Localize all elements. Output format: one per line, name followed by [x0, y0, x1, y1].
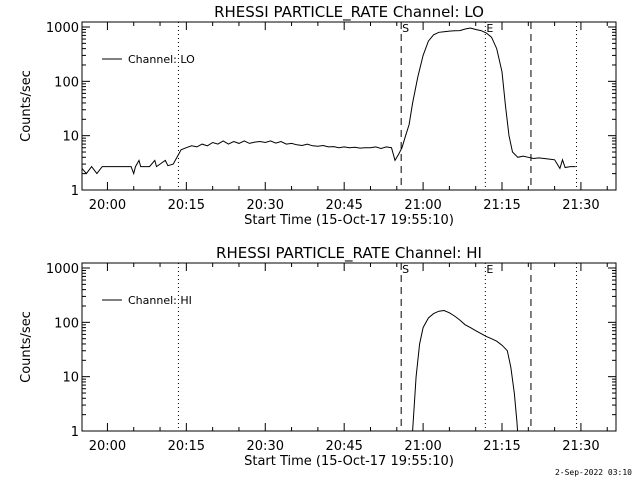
x-tick-label: 21:00	[404, 198, 441, 213]
x-tick-label: 21:30	[562, 198, 599, 213]
x-tick-label: 21:00	[404, 439, 441, 454]
x-tick-label: 20:00	[89, 198, 126, 213]
marker-label: E	[486, 263, 493, 276]
x-tick-label: 21:30	[562, 439, 599, 454]
hi-channel-panel: RHESSI PARTICLE_RATE Channel: HI 1 10 100 10…	[19, 244, 617, 469]
marker-label: E	[486, 22, 493, 35]
x-tick-label: 20:00	[89, 439, 126, 454]
y-axis-label: Counts/sec	[19, 311, 34, 383]
y-tick-label: 10	[62, 130, 79, 145]
y-axis-label: Counts/sec	[19, 70, 34, 142]
x-tick-label: 20:30	[247, 198, 284, 213]
marker-label: S	[402, 22, 409, 35]
footer-timestamp: 2-Sep-2022 03:10	[554, 468, 632, 477]
x-tick-label: 20:45	[325, 198, 362, 213]
chart-title: RHESSI PARTICLE_RATE Channel: LO	[214, 3, 484, 22]
marker-label: S	[402, 263, 409, 276]
chart-title: RHESSI PARTICLE_RATE Channel: HI	[216, 244, 482, 263]
legend-label: Channel: HI	[128, 294, 192, 307]
plot-frame	[81, 262, 617, 432]
y-tick-label: 10	[62, 371, 79, 386]
y-tick-label: 1000	[46, 262, 79, 277]
lo-channel-panel: RHESSI PARTICLE_RATE Channel: LO 1 10 100 10…	[19, 3, 617, 228]
x-tick-label: 20:15	[168, 439, 205, 454]
series-line-channel-lo	[82, 27, 576, 176]
x-tick-label: 20:15	[168, 198, 205, 213]
x-tick-label: 21:15	[483, 439, 520, 454]
y-tick-label: 100	[54, 75, 79, 90]
x-tick-label: 20:30	[247, 439, 284, 454]
y-tick-label: 100	[54, 316, 79, 331]
legend-label: Channel: LO	[128, 53, 195, 66]
x-tick-label: 20:45	[325, 439, 362, 454]
x-axis-label: Start Time (15-Oct-17 19:55:10)	[244, 213, 454, 228]
x-axis-label: Start Time (15-Oct-17 19:55:10)	[244, 454, 454, 469]
x-tick-label: 21:15	[483, 198, 520, 213]
plot-frame	[81, 21, 617, 191]
y-tick-label: 1	[71, 425, 79, 440]
y-tick-label: 1	[71, 184, 79, 199]
y-tick-label: 1000	[46, 21, 79, 36]
series-line-channel-hi	[412, 309, 519, 431]
